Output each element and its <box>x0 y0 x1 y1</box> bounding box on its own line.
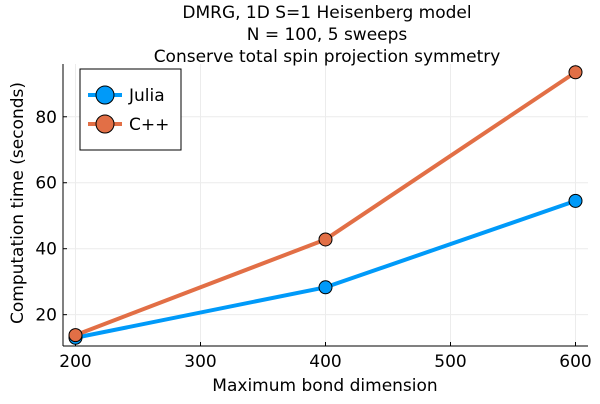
chart-title-line-2: N = 100, 5 sweeps <box>247 25 408 45</box>
legend-box <box>79 68 182 151</box>
legend-marker <box>95 85 115 105</box>
axes: 200 300 400 500 600 20 40 60 80 <box>35 64 592 372</box>
data-point <box>318 232 333 247</box>
x-axis-label: Maximum bond dimension <box>212 376 437 396</box>
legend: Julia C++ <box>79 68 182 151</box>
y-tick-label: 80 <box>35 108 57 128</box>
y-tick-label: 60 <box>35 174 57 194</box>
chart-title: DMRG, 1D S=1 Heisenberg model N = 100, 5… <box>154 3 501 67</box>
series-layer <box>68 65 583 345</box>
legend-marker <box>95 114 115 134</box>
data-point <box>318 280 333 295</box>
x-tick-label: 400 <box>309 352 341 372</box>
x-tick-label: 200 <box>59 352 91 372</box>
y-tick-label: 20 <box>35 306 57 326</box>
data-point <box>68 328 83 343</box>
x-tick-label: 300 <box>184 352 216 372</box>
data-point <box>568 65 583 80</box>
chart-title-line-1: DMRG, 1D S=1 Heisenberg model <box>182 3 471 23</box>
chart-title-line-3: Conserve total spin projection symmetry <box>154 47 501 67</box>
y-axis-label: Computation time (seconds) <box>8 82 28 324</box>
legend-label: C++ <box>129 115 169 135</box>
y-tick-label: 40 <box>35 240 57 260</box>
data-point <box>568 193 583 208</box>
x-tick-label: 500 <box>434 352 466 372</box>
x-tick-label: 600 <box>559 352 591 372</box>
legend-label: Julia <box>128 86 165 106</box>
